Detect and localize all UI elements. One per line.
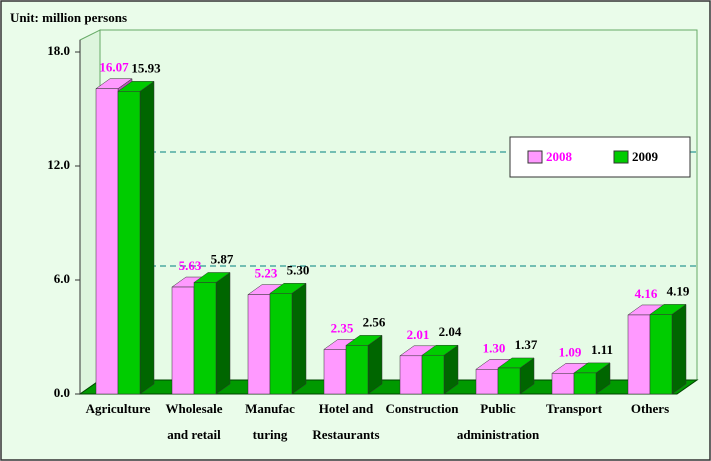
value-label: 1.37 bbox=[515, 337, 538, 352]
value-label: 2.56 bbox=[363, 314, 386, 329]
bar bbox=[247, 294, 271, 395]
bar bbox=[269, 293, 293, 395]
bar bbox=[117, 91, 141, 395]
bar bbox=[475, 369, 499, 395]
chart-title: Unit: million persons bbox=[10, 10, 127, 25]
legend-swatch bbox=[527, 150, 543, 164]
x-tick-label: Agriculture bbox=[86, 401, 151, 416]
bar bbox=[551, 373, 575, 395]
x-tick-label: Transport bbox=[546, 401, 603, 416]
bar bbox=[573, 372, 597, 395]
bar-side bbox=[139, 80, 155, 395]
bar bbox=[421, 354, 445, 395]
value-label: 2.35 bbox=[331, 320, 354, 335]
x-tick-label: Construction bbox=[386, 401, 460, 416]
x-tick-label: Hotel and Restaurants bbox=[312, 401, 379, 442]
bar-side bbox=[291, 282, 307, 395]
y-tick-label: 0.0 bbox=[54, 385, 70, 400]
bar bbox=[649, 314, 673, 395]
value-label: 5.63 bbox=[179, 258, 202, 273]
value-label: 5.30 bbox=[287, 262, 310, 277]
bar bbox=[171, 286, 195, 395]
x-tick-label: Wholesale and retail bbox=[165, 401, 222, 442]
bar bbox=[323, 349, 347, 395]
x-tick-label: Others bbox=[631, 401, 669, 416]
value-label: 1.30 bbox=[483, 340, 506, 355]
value-label: 2.01 bbox=[407, 327, 430, 342]
legend-swatch bbox=[613, 150, 629, 164]
value-label: 16.07 bbox=[99, 60, 129, 75]
value-label: 15.93 bbox=[131, 60, 161, 75]
bar bbox=[193, 282, 217, 395]
y-tick-label: 12.0 bbox=[47, 157, 70, 172]
legend-label: 2008 bbox=[546, 149, 573, 164]
value-label: 2.04 bbox=[439, 324, 462, 339]
value-label: 5.87 bbox=[211, 251, 234, 266]
x-tick-label: Public administration bbox=[457, 401, 540, 442]
bar-side bbox=[215, 271, 231, 395]
x-tick-label: Manufac turing bbox=[245, 401, 295, 442]
legend-label: 2009 bbox=[632, 149, 659, 164]
bar bbox=[497, 367, 521, 395]
value-label: 1.09 bbox=[559, 344, 582, 359]
bar bbox=[399, 355, 423, 395]
y-tick-label: 18.0 bbox=[47, 43, 70, 58]
bar bbox=[627, 314, 651, 395]
value-label: 4.16 bbox=[635, 286, 658, 301]
value-label: 1.11 bbox=[591, 342, 613, 357]
value-label: 5.23 bbox=[255, 266, 278, 281]
value-label: 4.19 bbox=[667, 283, 690, 298]
bar bbox=[95, 88, 119, 395]
bar bbox=[345, 345, 369, 395]
y-tick-label: 6.0 bbox=[54, 271, 70, 286]
bar-side bbox=[671, 303, 687, 395]
